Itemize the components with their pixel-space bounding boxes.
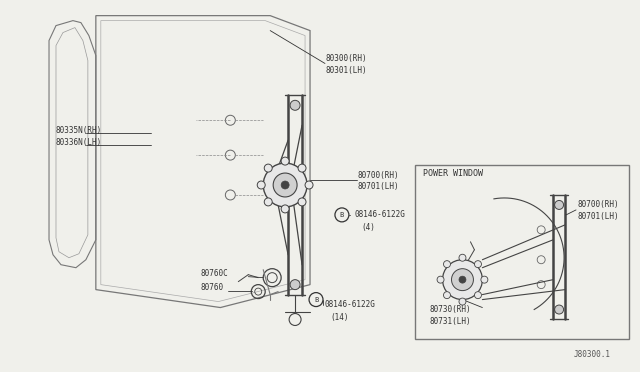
- Circle shape: [459, 298, 466, 305]
- Circle shape: [474, 261, 481, 267]
- Text: 80730(RH): 80730(RH): [429, 305, 471, 314]
- Circle shape: [474, 292, 481, 299]
- Text: B: B: [314, 296, 318, 302]
- Text: 80701(LH): 80701(LH): [358, 183, 399, 192]
- Text: (4): (4): [362, 223, 376, 232]
- Bar: [415, 165, 629, 339]
- Circle shape: [281, 181, 289, 189]
- Text: 80335N(RH): 80335N(RH): [56, 126, 102, 135]
- Text: 80336N(LH): 80336N(LH): [56, 138, 102, 147]
- Text: 08146-6122G: 08146-6122G: [355, 211, 406, 219]
- Circle shape: [264, 198, 272, 206]
- Text: 80300(RH): 80300(RH): [326, 54, 367, 63]
- Circle shape: [437, 276, 444, 283]
- Text: 80760: 80760: [200, 283, 223, 292]
- Text: B: B: [340, 212, 344, 218]
- Circle shape: [298, 198, 306, 206]
- Circle shape: [555, 305, 564, 314]
- Circle shape: [481, 276, 488, 283]
- Text: 80701(LH): 80701(LH): [577, 212, 619, 221]
- Circle shape: [442, 260, 483, 299]
- Text: 80700(RH): 80700(RH): [577, 201, 619, 209]
- Circle shape: [459, 276, 466, 283]
- Text: 08146-6122G: 08146-6122G: [325, 300, 376, 309]
- Circle shape: [290, 280, 300, 290]
- Text: 80731(LH): 80731(LH): [429, 317, 471, 326]
- Text: J80300.1: J80300.1: [574, 350, 611, 359]
- Text: POWER WINDOW: POWER WINDOW: [422, 169, 483, 177]
- Circle shape: [263, 163, 307, 207]
- Text: 80301(LH): 80301(LH): [326, 66, 367, 75]
- Circle shape: [273, 173, 297, 197]
- Circle shape: [555, 201, 564, 209]
- Text: (14): (14): [330, 313, 348, 322]
- Text: 80760C: 80760C: [200, 269, 228, 278]
- Circle shape: [451, 269, 474, 291]
- Circle shape: [459, 254, 466, 261]
- Circle shape: [305, 181, 313, 189]
- Circle shape: [444, 261, 451, 267]
- Text: 80700(RH): 80700(RH): [358, 170, 399, 180]
- Circle shape: [290, 100, 300, 110]
- Circle shape: [298, 164, 306, 172]
- Circle shape: [281, 205, 289, 213]
- Circle shape: [264, 164, 272, 172]
- Circle shape: [281, 157, 289, 165]
- Circle shape: [257, 181, 265, 189]
- Circle shape: [444, 292, 451, 299]
